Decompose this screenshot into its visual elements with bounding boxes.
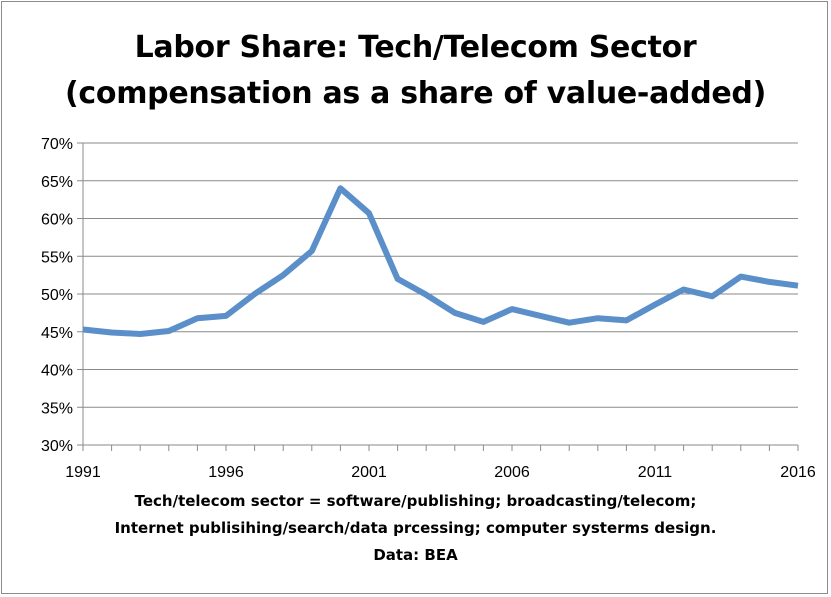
x-tick-label: 2016	[780, 464, 816, 481]
footnote-line-1: Tech/telecom sector = software/publishin…	[134, 492, 697, 510]
series-group	[82, 185, 799, 337]
chart-subtitle: (compensation as a share of value-added)	[64, 76, 767, 111]
data-source-note: Data: BEA	[373, 546, 458, 564]
y-tick-label: 55%	[41, 249, 73, 266]
x-tick-label: 1996	[208, 464, 244, 481]
chart-title: Labor Share: Tech/Telecom Sector	[134, 30, 697, 65]
y-tick-label: 60%	[41, 212, 73, 229]
y-tick-label: 45%	[41, 325, 73, 342]
x-axis-tick-labels: 1991 1996 2001 2006 2011 2016	[65, 464, 816, 481]
x-tick-label: 2006	[494, 464, 530, 481]
y-axis-tick-labels: 30% 35% 40% 45% 50% 55% 60% 65% 70%	[41, 136, 73, 455]
y-tick-label: 50%	[41, 287, 73, 304]
footnote-line-2: Internet publisihing/search/data prcessi…	[114, 519, 717, 537]
y-tick-label: 30%	[41, 438, 73, 455]
x-tick-label: 2011	[638, 464, 673, 481]
axes	[77, 142, 799, 451]
x-tick-label: 2001	[351, 464, 387, 481]
y-tick-label: 65%	[41, 174, 73, 191]
y-tick-label: 70%	[41, 136, 73, 153]
gridlines	[83, 142, 798, 408]
series-line	[82, 185, 799, 337]
x-tick-label: 1991	[65, 464, 101, 481]
y-tick-label: 35%	[41, 400, 73, 417]
y-tick-label: 40%	[41, 363, 73, 380]
